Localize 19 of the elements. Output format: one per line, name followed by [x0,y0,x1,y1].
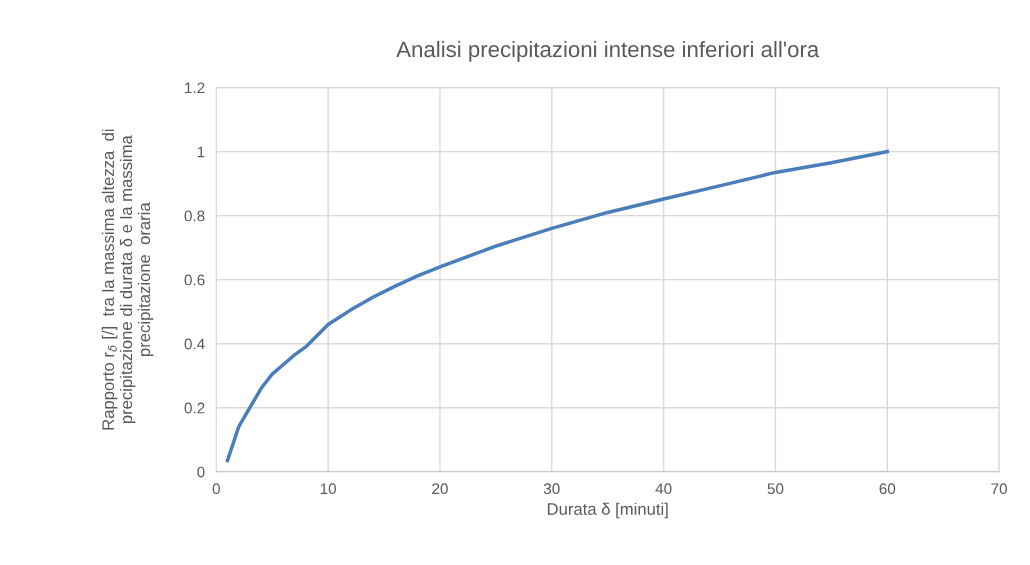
y-tick-label: 0 [197,466,205,478]
x-axis-title: Durata δ [minuti] [547,502,668,519]
y-axis-title: Rapporto r$_{δ}$ [/] tra la massima altezza di precipitazione di durata δ e la massima precipitazione oraria [101,129,154,430]
y-tick-label: 0.2 [184,402,205,414]
x-tick-label: 20 [432,483,448,495]
y-tick-label: 1 [197,146,205,158]
x-tick-label: 70 [991,483,1007,495]
y-tick-label: 1.2 [185,82,205,94]
x-tick-label: 50 [767,483,784,495]
y-tick-label: 0.8 [184,210,205,222]
x-tick-label: 0 [212,483,220,495]
x-tick-label: 60 [879,483,896,495]
x-tick-label: 10 [320,483,337,495]
x-tick-label: 30 [543,483,560,495]
line-series [225,149,890,463]
y-tick-label: 0.4 [184,338,205,350]
y-tick-label: 0.6 [184,274,205,286]
x-tick-label: 40 [655,483,672,495]
chart-title: Analisi precipitazioni intense inferiori all'ora [396,40,820,62]
